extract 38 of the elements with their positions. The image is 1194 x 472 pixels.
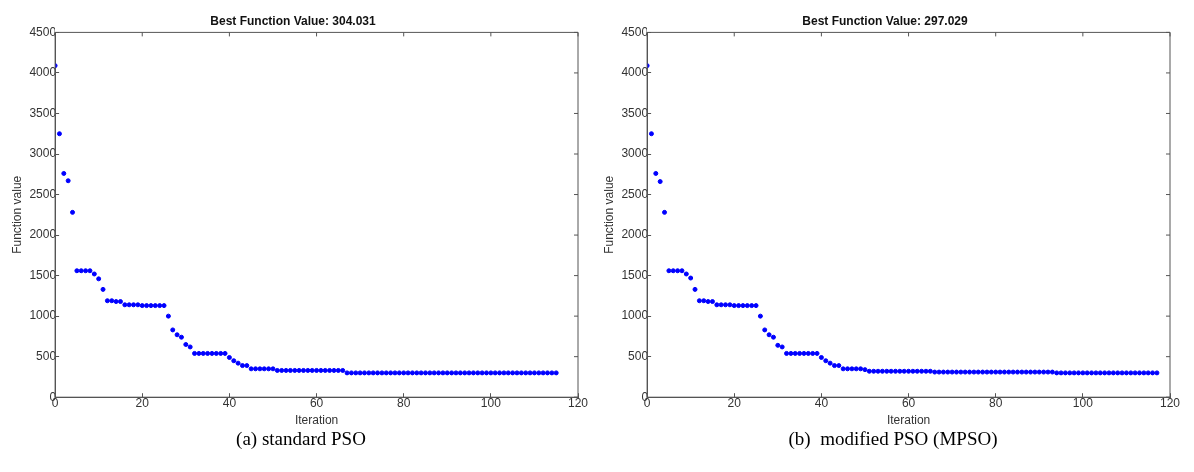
y-tick-label: 4000: [621, 65, 649, 80]
y-tick-label: 500: [36, 348, 57, 363]
x-tick-label: 120: [1159, 395, 1181, 410]
y-tick-label: 2000: [621, 227, 649, 242]
y-tick-label: 3000: [29, 146, 57, 161]
y-tick-label: 4500: [29, 24, 57, 39]
y-tick-label: 1000: [29, 308, 57, 323]
x-tick-label: 100: [480, 395, 502, 410]
x-tick-label: 80: [989, 395, 1003, 410]
y-axis-title: Function value: [601, 175, 616, 254]
y-tick-label: 2000: [29, 227, 57, 242]
x-axis-title: Iteration: [886, 413, 931, 428]
y-tick-label: 3500: [621, 105, 649, 120]
chart-title: Best Function Value: 297.029: [802, 13, 969, 28]
x-tick-label: 60: [309, 395, 324, 410]
x-tick-label: 40: [222, 395, 237, 410]
y-tick-label: 500: [628, 348, 649, 363]
x-tick-label: 100: [1072, 395, 1094, 410]
y-tick-label: 4500: [621, 24, 649, 39]
x-tick-label: 20: [727, 395, 742, 410]
y-tick-label: 3000: [621, 146, 649, 161]
x-tick-label: 40: [814, 395, 829, 410]
x-axis-title: Iteration: [294, 413, 339, 428]
y-tick-label: 2500: [621, 186, 649, 201]
y-tick-label: 1500: [29, 267, 57, 282]
y-axis-title: Function value: [9, 175, 24, 254]
y-tick-label: 1000: [621, 308, 649, 323]
chart-title: Best Function Value: 304.031: [210, 13, 377, 28]
y-tick-label: 1500: [621, 267, 649, 282]
x-tick-label: 120: [567, 395, 589, 410]
text: (b) modified PSO (MPSO): [788, 428, 998, 450]
y-tick-label: 4000: [29, 65, 57, 80]
x-tick-label: 60: [901, 395, 916, 410]
text: (a) standard PSO: [236, 428, 366, 450]
y-tick-label: 2500: [29, 186, 57, 201]
x-tick-label: 80: [397, 395, 411, 410]
x-tick-label: 20: [135, 395, 150, 410]
y-tick-label: 3500: [29, 105, 57, 120]
